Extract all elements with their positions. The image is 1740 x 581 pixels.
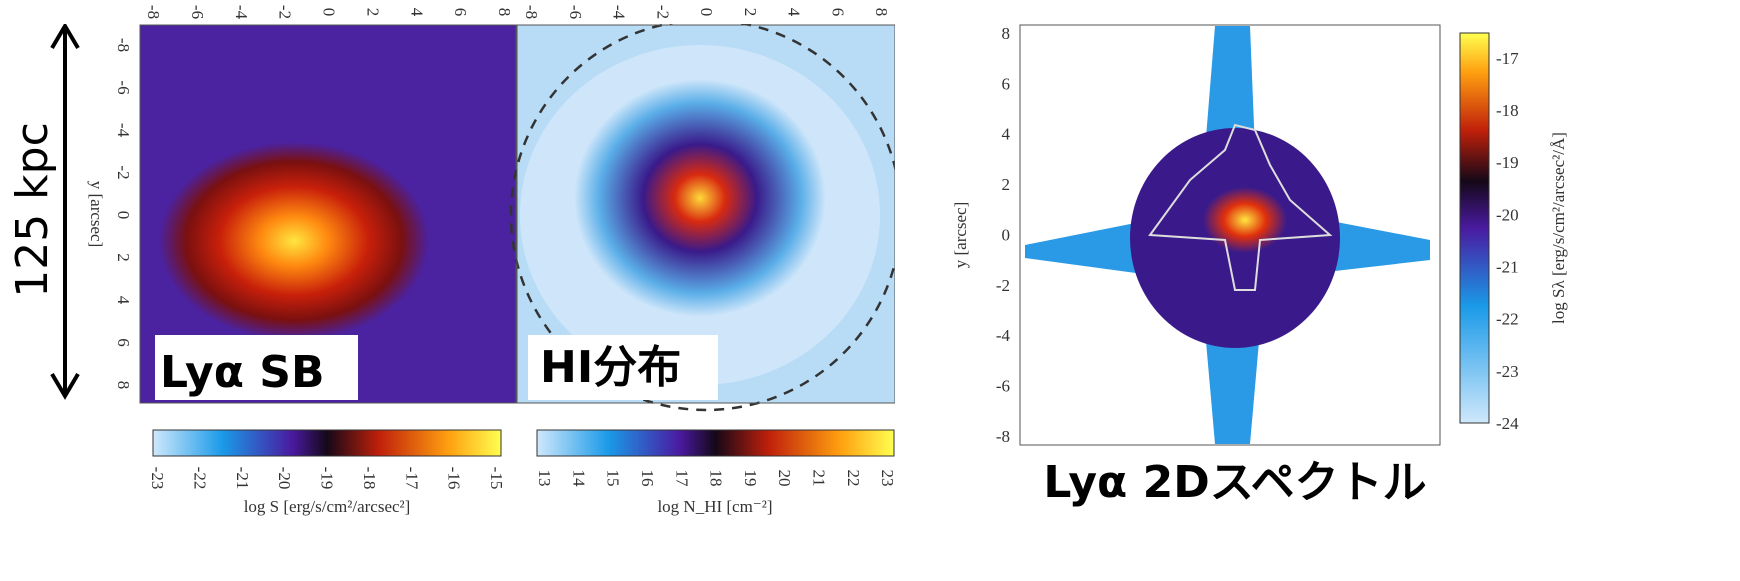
colorbar-tick-label: 18: [707, 470, 726, 487]
panel-label: Lyα SB: [160, 347, 325, 398]
x-tick-label: -6: [566, 5, 585, 19]
y-tick-label: -4: [114, 123, 133, 138]
x-tick-label: -4: [232, 5, 251, 20]
x-tick-label: 2: [363, 8, 382, 17]
y-tick-label: 8: [1002, 24, 1011, 43]
x-tick-label: 6: [451, 8, 470, 17]
colorbar-label: log S [erg/s/cm²/arcsec²]: [244, 497, 411, 516]
colorbar-tick-label: -23: [1496, 362, 1519, 381]
colorbar-tick-label: -19: [318, 467, 337, 490]
x-tick-label: 6: [828, 8, 847, 17]
y-tick-label: -4: [996, 326, 1011, 345]
spectrum-contour: [1148, 123, 1333, 291]
colorbar-label: log Sλ [erg/s/cm²/arcsec²/Å]: [1549, 132, 1568, 324]
spectrum-peak: [1175, 165, 1315, 275]
x-tick-label: -4: [610, 5, 629, 20]
y-tick-label: 4: [1002, 125, 1011, 144]
top-mask: [0, 0, 1740, 24]
spectrum-caption: Lyα 2Dスペクトル: [1043, 457, 1426, 508]
y-tick-label: 0: [1002, 225, 1011, 244]
colorbar: [152, 429, 502, 457]
label-box: [155, 335, 358, 400]
colorbar-tick-label: -24: [1496, 414, 1519, 433]
colorbar-tick-label: 22: [844, 470, 863, 487]
colorbar-tick-label: -17: [1496, 49, 1519, 68]
colorbar-label: log N_HI [cm⁻²]: [657, 497, 772, 516]
colorbar: [536, 429, 895, 457]
colorbar-tick-label: 13: [535, 470, 554, 487]
colorbar-tick-label: -18: [1496, 101, 1519, 120]
colorbar-tick-label: -21: [1496, 257, 1519, 276]
colorbar-tick-label: 23: [878, 470, 897, 487]
panel-1-frame: [139, 24, 517, 404]
colorbar-tick-label: 19: [741, 470, 760, 487]
colorbar-tick-label: -20: [275, 467, 294, 490]
colorbar-tick-label: -17: [402, 467, 421, 490]
y-tick-label: 2: [114, 253, 133, 262]
x-tick-label: 4: [785, 8, 804, 17]
y-tick-label: -2: [996, 276, 1010, 295]
x-tick-label: -8: [522, 5, 541, 19]
colorbar-tick-label: 21: [809, 470, 828, 487]
y-tick-label: -2: [114, 165, 133, 179]
panel-2-emission: [520, 45, 880, 385]
colorbar-tick-label: 20: [775, 470, 794, 487]
y-tick-label: 6: [114, 338, 133, 347]
x-tick-label: -6: [188, 5, 207, 19]
colorbar: [1459, 32, 1490, 424]
y-tick-label: -8: [114, 38, 133, 52]
y-tick-label: -6: [114, 80, 133, 94]
y-tick-label: 4: [114, 296, 133, 305]
y-tick-label: -8: [996, 427, 1010, 446]
panel-label: HI分布: [540, 342, 681, 393]
colorbar-tick-label: -19: [1496, 153, 1519, 172]
y-tick-label: 8: [114, 381, 133, 390]
colorbar-tick-label: -21: [233, 467, 252, 490]
x-tick-label: -8: [144, 5, 163, 19]
colorbar-tick-label: 16: [638, 470, 657, 487]
colorbar-tick-label: -20: [1496, 205, 1519, 224]
y-axis-label: y [arcsec]: [87, 181, 106, 248]
x-tick-label: -2: [276, 5, 295, 19]
colorbar-tick-label: -15: [487, 467, 506, 490]
y-axis-label: y [arcsec]: [951, 202, 970, 269]
colorbar-tick-label: -18: [360, 467, 379, 490]
colorbar-tick-label: -22: [190, 467, 209, 490]
x-tick-label: 8: [872, 8, 891, 17]
y-tick-label: 6: [1002, 74, 1011, 93]
x-tick-label: -2: [653, 5, 672, 19]
label-box: [528, 335, 718, 400]
side-mask: [895, 24, 955, 414]
scale-arrow: [50, 22, 80, 400]
x-tick-label: 2: [741, 8, 760, 17]
colorbar-tick-label: 14: [569, 470, 588, 488]
colorbar-tick-label: -22: [1496, 310, 1519, 329]
colorbar-tick-label: 17: [672, 470, 691, 488]
panel-1-emission: [150, 120, 450, 340]
y-tick-label: 2: [1002, 175, 1011, 194]
y-tick-label: -6: [996, 377, 1010, 396]
x-tick-label: 0: [320, 8, 339, 17]
x-tick-label: 4: [407, 8, 426, 17]
y-tick-label: 0: [114, 211, 133, 220]
x-tick-label: 0: [697, 8, 716, 17]
colorbar-tick-label: -16: [445, 467, 464, 490]
colorbar-tick-label: 15: [604, 470, 623, 487]
scale-label: 125 kpc: [7, 122, 58, 298]
colorbar-tick-label: -23: [148, 467, 167, 490]
x-tick-label: 8: [495, 8, 514, 17]
